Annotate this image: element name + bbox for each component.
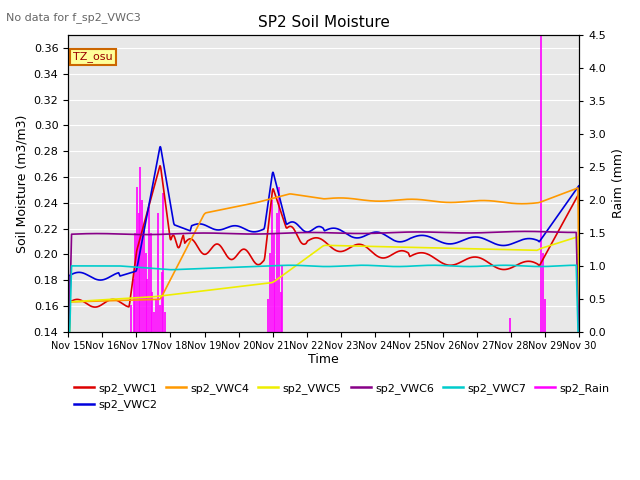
Y-axis label: Raim (mm): Raim (mm) <box>612 148 625 218</box>
Text: No data for f_sp2_VWC3: No data for f_sp2_VWC3 <box>6 12 141 23</box>
Text: TZ_osu: TZ_osu <box>73 51 113 62</box>
Title: SP2 Soil Moisture: SP2 Soil Moisture <box>258 15 390 30</box>
Y-axis label: Soil Moisture (m3/m3): Soil Moisture (m3/m3) <box>15 114 28 252</box>
X-axis label: Time: Time <box>308 353 339 366</box>
Legend: sp2_VWC1, sp2_VWC2, sp2_VWC4, sp2_VWC5, sp2_VWC6, sp2_VWC7, sp2_Rain: sp2_VWC1, sp2_VWC2, sp2_VWC4, sp2_VWC5, … <box>74 383 610 410</box>
